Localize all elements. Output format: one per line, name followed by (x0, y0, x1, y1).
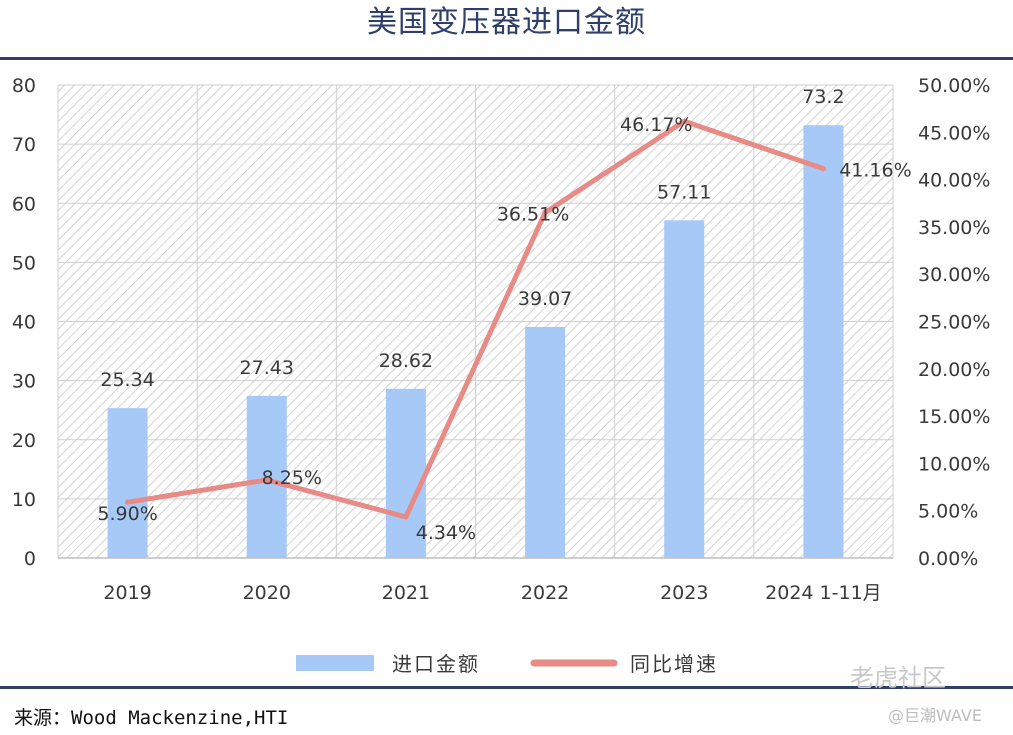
bar-1 (246, 395, 287, 558)
legend-label-line: 同比增速 (630, 652, 718, 676)
y-left-tick: 40 (12, 312, 36, 334)
bar-label-4: 57.11 (657, 181, 711, 203)
bar-5 (803, 125, 844, 558)
y-left-tick: 0 (24, 548, 36, 570)
growth-point-3 (542, 210, 548, 216)
y-right-tick: 10.00% (918, 453, 990, 475)
footer-rule (0, 686, 1013, 689)
bar-label-1: 27.43 (240, 357, 294, 379)
x-tick-2: 2021 (382, 582, 430, 604)
bar-label-5: 73.2 (802, 86, 844, 108)
page-title: 美国变压器进口金额 (367, 5, 646, 40)
y-right-tick: 50.00% (918, 75, 990, 97)
line-label-0: 5.90% (97, 503, 157, 525)
growth-point-2 (403, 514, 409, 520)
y-left-tick: 70 (12, 134, 36, 156)
x-tick-0: 2019 (103, 582, 151, 604)
chart: 25.34 27.43 28.62 39.07 57.11 73.2 5.90% 8.25% 4… (12, 75, 991, 676)
y-right-tick: 15.00% (918, 406, 990, 428)
y-right-tick: 20.00% (918, 359, 990, 381)
bar-2 (385, 388, 426, 558)
legend-swatch-bar (296, 655, 374, 671)
bar-label-0: 25.34 (100, 369, 154, 391)
y-right-tick: 0.00% (918, 548, 978, 570)
line-label-4: 46.17% (620, 114, 692, 136)
bar-label-2: 28.62 (379, 350, 433, 372)
line-label-2: 4.34% (416, 522, 476, 544)
y-right-tick: 5.00% (918, 501, 978, 523)
source-note: 来源：Wood Mackenzine,HTI (14, 707, 289, 729)
watermark-sub: @巨潮WAVE (888, 706, 982, 725)
y-left-tick: 20 (12, 430, 36, 452)
title-rule (0, 57, 1013, 60)
x-tick-4: 2023 (660, 582, 708, 604)
line-label-1: 8.25% (262, 467, 322, 489)
growth-point-4 (681, 118, 687, 124)
y-left-tick: 10 (12, 489, 36, 511)
x-tick-1: 2020 (243, 582, 291, 604)
y-right-tick: 30.00% (918, 264, 990, 286)
line-label-3: 36.51% (497, 204, 569, 226)
bar-label-3: 39.07 (518, 288, 572, 310)
y-right-tick: 45.00% (918, 122, 990, 144)
bar-0 (107, 408, 148, 558)
bar-3 (525, 326, 566, 558)
y-left-tick: 30 (12, 371, 36, 393)
x-tick-5: 2024 1-11月 (765, 582, 882, 604)
y-right-tick: 25.00% (918, 312, 990, 334)
growth-line (125, 118, 826, 520)
growth-point-5 (820, 166, 826, 172)
y-left-tick: 60 (12, 193, 36, 215)
legend-label-bar: 进口金额 (392, 652, 480, 676)
growth-point-0 (125, 499, 131, 505)
y-right-tick: 40.00% (918, 170, 990, 192)
y-left-tick: 80 (12, 75, 36, 97)
y-right-tick: 35.00% (918, 217, 990, 239)
watermark-main: 老虎社区 (850, 664, 946, 692)
growth-point-1 (264, 477, 270, 483)
line-label-5: 41.16% (839, 160, 911, 182)
x-tick-3: 2022 (521, 582, 569, 604)
bar-4 (664, 220, 705, 558)
y-left-tick: 50 (12, 252, 36, 274)
